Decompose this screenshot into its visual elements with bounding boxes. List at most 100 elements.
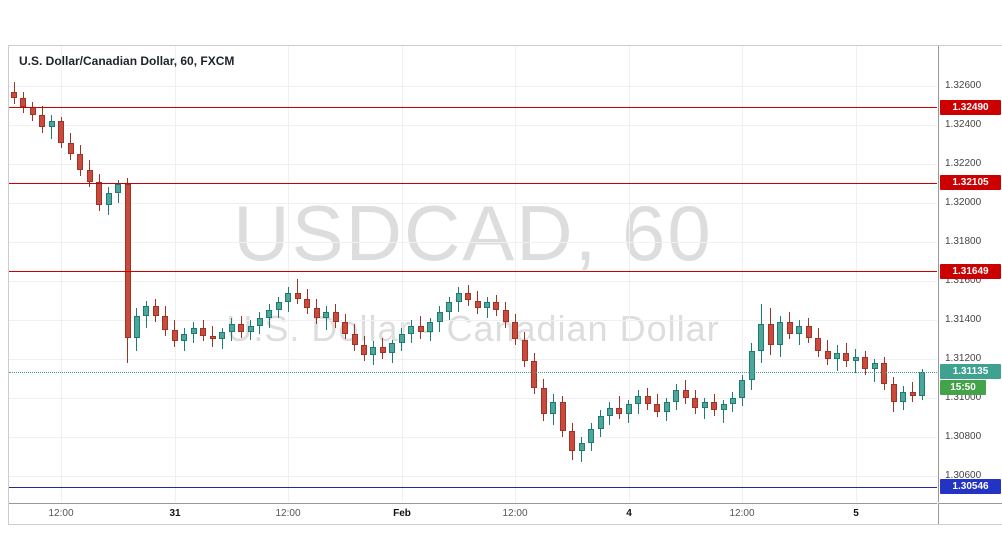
- candle-body: [181, 333, 188, 342]
- candle-body: [852, 357, 859, 361]
- candle-body: [474, 300, 481, 309]
- candle-body: [294, 292, 301, 299]
- candle-body: [398, 333, 405, 344]
- candle-body: [408, 325, 415, 334]
- price-tick-label: 1.32000: [945, 197, 982, 208]
- price-tick-label: 1.32400: [945, 119, 982, 130]
- candle-body: [379, 347, 386, 354]
- watermark-symbol: USDCAD, 60: [233, 189, 713, 277]
- candle-body: [493, 302, 500, 311]
- candle-body: [871, 362, 878, 369]
- candle-body: [635, 396, 642, 404]
- time-tick-label: 12:00: [48, 508, 74, 519]
- gridline-horizontal: [9, 320, 937, 321]
- candle-body: [238, 323, 245, 332]
- time-axis[interactable]: 12:00 31 12:00 Feb 12:00 4 12:00 5: [9, 503, 937, 524]
- candle-body: [711, 401, 718, 410]
- candle-body: [796, 325, 803, 334]
- resistance-price-badge: 1.32105: [940, 175, 1001, 190]
- candle-body: [729, 398, 736, 404]
- gridline-horizontal: [9, 398, 937, 399]
- candle-body: [29, 107, 36, 116]
- symbol-title[interactable]: U.S. Dollar/Canadian Dollar, 60, FXCM: [19, 54, 235, 68]
- gridline-horizontal: [9, 164, 937, 165]
- candle-body: [805, 325, 812, 338]
- resistance-line[interactable]: [9, 107, 937, 109]
- last-price-badge: 1.31135: [940, 364, 1001, 379]
- gridline-horizontal: [9, 281, 937, 282]
- price-axis[interactable]: 1.32600 1.32400 1.32200 1.32000 1.31800 1.316…: [938, 46, 1002, 502]
- price-tick-label: 1.32200: [945, 158, 982, 169]
- candle-body: [824, 351, 831, 359]
- candle-body: [143, 306, 150, 317]
- candle-body: [342, 321, 349, 334]
- gridline-vertical: [629, 46, 630, 502]
- price-tick-label: 1.32600: [945, 80, 982, 91]
- candle-body: [323, 312, 330, 319]
- candle-wick: [723, 399, 724, 424]
- candle-wick: [297, 279, 299, 305]
- support-price-badge: 1.30546: [940, 479, 1001, 494]
- candle-body: [862, 357, 869, 369]
- time-tick-label: 31: [169, 508, 181, 519]
- price-tick-label: 1.31000: [945, 392, 982, 403]
- candle-wick: [51, 115, 53, 139]
- candle-body: [304, 298, 311, 309]
- candle-body: [540, 388, 547, 414]
- gridline-horizontal: [9, 242, 937, 243]
- candle-body: [588, 429, 595, 443]
- candle-body: [739, 380, 746, 398]
- candle-body: [531, 360, 538, 389]
- price-tick-label: 1.30800: [945, 431, 982, 442]
- candle-wick: [618, 396, 620, 420]
- candle-body: [597, 415, 604, 430]
- candle-body: [351, 333, 358, 346]
- candle-body: [115, 183, 122, 194]
- candle-body: [502, 310, 509, 322]
- candle-body: [266, 310, 273, 319]
- candle-body: [39, 115, 46, 127]
- candle-body: [77, 154, 84, 170]
- candle-body: [275, 302, 282, 311]
- gridline-vertical: [856, 46, 857, 502]
- candle-body: [48, 121, 55, 127]
- gridline-vertical: [175, 46, 176, 502]
- candle-body: [332, 312, 339, 322]
- gridline-horizontal: [9, 476, 937, 477]
- time-tick-label: Feb: [393, 508, 411, 519]
- candle-body: [417, 325, 424, 332]
- candle-body: [389, 343, 396, 354]
- candle-body: [58, 121, 65, 143]
- candle-wick: [704, 398, 706, 420]
- price-tick-label: 1.31800: [945, 236, 982, 247]
- candle-body: [86, 169, 93, 182]
- candle-body: [919, 371, 926, 397]
- last-price-line: [9, 371, 937, 373]
- candle-body: [256, 318, 263, 326]
- candle-body: [67, 142, 74, 155]
- resistance-line[interactable]: [9, 182, 937, 184]
- candle-body: [446, 302, 453, 313]
- chart-widget: USDCAD, 60 U.S. Dollar - Canadian Dollar…: [8, 45, 1002, 525]
- candle-body: [370, 347, 377, 356]
- gridline-vertical: [742, 46, 743, 502]
- last-update-time-badge: 15:50: [940, 380, 986, 395]
- candle-body: [20, 97, 27, 108]
- candle-body: [767, 323, 774, 346]
- price-tick-label: 1.30600: [945, 470, 982, 481]
- candle-body: [162, 316, 169, 330]
- resistance-line[interactable]: [9, 271, 937, 273]
- support-line[interactable]: [9, 486, 937, 488]
- gridline-vertical: [61, 46, 62, 502]
- price-tick-label: 1.31600: [945, 275, 982, 286]
- candle-body: [219, 331, 226, 340]
- resistance-price-badge: 1.31649: [940, 264, 1001, 279]
- price-tick-label: 1.31200: [945, 353, 982, 364]
- candle-body: [436, 312, 443, 322]
- candle-body: [361, 345, 368, 356]
- chart-plot[interactable]: USDCAD, 60 U.S. Dollar - Canadian Dollar…: [9, 46, 937, 502]
- candle-body: [663, 401, 670, 412]
- candle-body: [909, 392, 916, 397]
- candle-body: [465, 292, 472, 301]
